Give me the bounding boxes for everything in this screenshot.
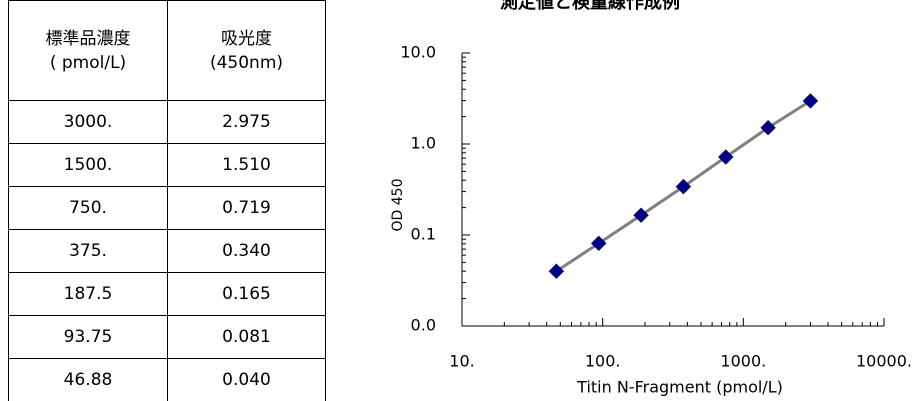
header-cell: 標準品濃度 ( pmol/L) [8, 0, 168, 101]
header-cell: 吸光度 (450nm) [167, 0, 326, 101]
y-tick-label: 1.0 [411, 134, 436, 153]
table-header: 標準品濃度 ( pmol/L) 吸光度 (450nm) [8, 0, 326, 101]
table-cell: 46.88 [8, 358, 168, 401]
y-tick-label: 10.0 [400, 43, 436, 62]
table-row: 46.88 0.040 [8, 358, 326, 401]
table-cell: 0.040 [167, 358, 326, 401]
y-tick-label: 0.0 [411, 316, 436, 335]
table-cell: 1.510 [167, 143, 326, 187]
x-axis-label: Titin N-Fragment (pmol/L) [576, 378, 783, 397]
y-tick-label: 0.1 [411, 225, 436, 244]
table-cell: 0.719 [167, 186, 326, 230]
table-cell: 0.081 [167, 315, 326, 359]
x-tick-label: 1000. [720, 352, 766, 371]
table-cell: 2.975 [167, 100, 326, 144]
table-cell: 93.75 [8, 315, 168, 359]
point [718, 149, 734, 165]
point [633, 207, 649, 223]
header-line: (450nm) [209, 52, 284, 73]
point [802, 93, 819, 109]
point [548, 263, 565, 279]
x-tick-label: 100. [585, 352, 621, 371]
table-cell: 3000. [8, 100, 168, 144]
table-row: 750. 0.719 [8, 186, 326, 230]
point [760, 120, 776, 136]
table-row: 375. 0.340 [8, 229, 326, 273]
table-row: 1500. 1.510 [8, 143, 326, 187]
standard-table: 標準品濃度 ( pmol/L) 吸光度 (450nm) 3000. 2.975 1500.… [8, 0, 326, 401]
header-line: 吸光度 [221, 28, 272, 49]
table-row: 93.75 0.081 [8, 315, 326, 359]
table-body: 3000. 2.975 1500. 1.510 750. 0.719 375. 0.340 18… [8, 100, 326, 401]
table-cell: 1500. [8, 143, 168, 187]
x-tick-label: 10. [449, 352, 474, 371]
x-tick-label: 10000. [856, 352, 912, 371]
chart-title: 測定値と検量線作成例 [500, 0, 680, 13]
table-row: 3000. 2.975 [8, 100, 326, 144]
header-line: ( pmol/L) [49, 52, 127, 73]
point [675, 178, 692, 195]
table-cell: 750. [8, 186, 168, 230]
y-axis-label: OD 450 [390, 179, 406, 232]
point [591, 235, 607, 252]
header-line: 標準品濃度 [45, 28, 131, 49]
table-cell: 0.340 [167, 229, 326, 273]
